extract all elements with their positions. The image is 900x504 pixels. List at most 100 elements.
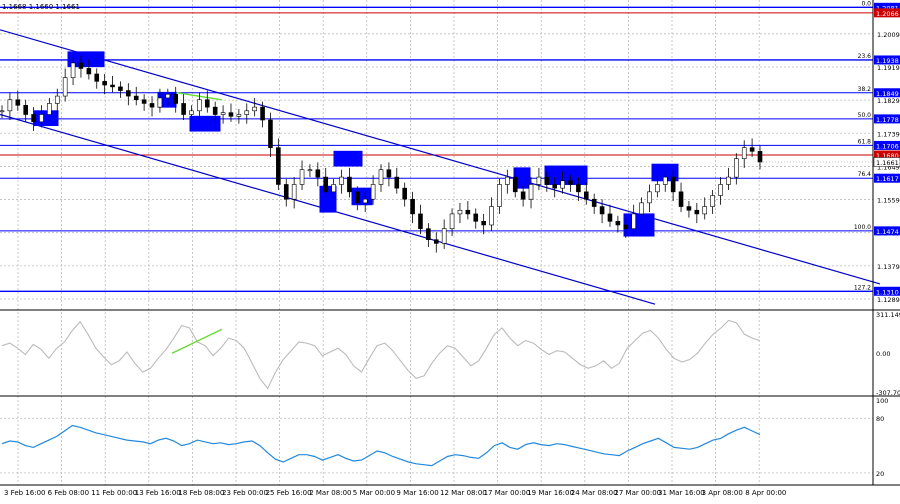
time-tick-label: 27 Mar 00:00 (614, 489, 661, 497)
price-label-text: 1.1310 (876, 288, 899, 296)
price-label-box (874, 150, 900, 160)
time-tick-label: 17 Mar 00:00 (484, 489, 531, 497)
candle-body (149, 103, 155, 108)
price-tick-label: 1.1379 (877, 263, 900, 271)
rsi-series-line (1, 424, 761, 467)
candle-body (749, 147, 755, 152)
rsi-tick-label: 80 (876, 415, 884, 423)
candle-body (457, 209, 463, 215)
price-label-box (874, 140, 900, 150)
fib-level-label: 127.2 (854, 284, 871, 291)
candle-body (355, 191, 360, 204)
channel-upper-line (0, 29, 881, 285)
candle-body (299, 169, 305, 185)
cci-divergence-line (171, 328, 223, 354)
level-layer: 0.0 23.6 38.2 50.0 61.8 76.4 100.0 127.2 (0, 0, 873, 292)
price-label-text: 1.1661 (876, 159, 899, 167)
time-tick-label: 9 Mar 16:00 (396, 489, 438, 497)
time-tick-label: 23 Feb 00:00 (222, 489, 268, 497)
candle-body (757, 151, 763, 163)
candle-body (347, 176, 352, 193)
candle-body (726, 176, 731, 185)
candle-body (189, 110, 194, 115)
candle-body (512, 176, 518, 193)
candle-body (741, 147, 747, 159)
pattern-marker-box (333, 150, 363, 167)
fib-level-label: 61.8 (858, 138, 872, 145)
time-tick-label: 8 Apr 00:00 (745, 489, 786, 497)
candle-body (23, 104, 28, 115)
candle-body (110, 84, 115, 88)
candle-body (70, 62, 76, 78)
price-tick-label: 1.1649 (877, 163, 900, 171)
price-label-box (873, 157, 900, 167)
price-tick-label: 1.1919 (877, 64, 900, 72)
candle-body (694, 209, 700, 215)
pattern-marker-box (189, 115, 221, 132)
price-tick-label: 1.1739 (877, 130, 900, 138)
candle-body (86, 68, 92, 75)
candle-body (607, 213, 613, 222)
price-tick-label: 1.1289 (877, 296, 900, 304)
candle-body (260, 106, 265, 121)
candle-body (418, 213, 423, 229)
time-tick-label: 31 Mar 16:00 (658, 489, 705, 497)
candle-body (402, 187, 407, 200)
rsi-panel: 100 80 20 (0, 397, 888, 478)
candle-body (283, 184, 289, 200)
candle-body (568, 180, 573, 185)
price-label-text: 1.1778 (876, 116, 899, 124)
candle-body (426, 228, 431, 241)
candle-body (126, 90, 131, 97)
candle-body (141, 99, 147, 104)
time-tick-label: 25 Feb 16:00 (266, 489, 312, 497)
candle-body (410, 198, 415, 215)
time-tick-label: 12 Mar 08:00 (440, 489, 487, 497)
price-label-text: 1.1849 (876, 90, 899, 98)
price-tick-label: 1.1829 (877, 97, 900, 105)
candle-body (0, 110, 5, 113)
candle-body (15, 99, 21, 106)
candle-body (394, 176, 400, 189)
candle-body (576, 184, 581, 193)
price-label-text: 1.1938 (876, 57, 899, 65)
pattern-marker-box (623, 213, 655, 237)
candle-body (655, 184, 660, 193)
candle-body (670, 176, 676, 193)
time-tick-label: 19 Mar 16:00 (527, 489, 574, 497)
price-label-box (874, 2, 900, 12)
candle-body (505, 176, 510, 185)
cci-series-line (1, 319, 761, 390)
candle-layer (0, 55, 873, 253)
pattern-marker-box (351, 187, 373, 206)
candle-body (54, 95, 60, 104)
candle-body (181, 103, 186, 115)
price-label-text: 1.1617 (876, 175, 899, 183)
fib-level-label: 76.4 (858, 171, 872, 178)
candle-body (560, 180, 565, 189)
pattern-marker-box (67, 51, 105, 68)
candle-body (228, 112, 234, 117)
candle-body (386, 169, 392, 178)
candle-body (173, 93, 179, 104)
price-label-box (874, 286, 900, 296)
price-tick-label: 1.1559 (877, 197, 900, 205)
candle-body (449, 213, 455, 229)
ohlc-header: 1.1668 1.1660 1.1661 (2, 3, 80, 11)
price-label-text: 1.1474 (876, 228, 899, 236)
candle-body (599, 206, 605, 215)
candle-body (647, 191, 652, 204)
cci-tick-label: -307.704 (876, 389, 900, 397)
cci-tick-label: 0.00 (876, 350, 890, 358)
candle-body (702, 206, 708, 215)
candle-body (94, 73, 100, 82)
candle-body (307, 169, 313, 172)
time-tick-label: 2 Mar 08:00 (309, 489, 351, 497)
candle-body (157, 97, 163, 108)
candle-body (268, 119, 273, 148)
candle-body (276, 147, 281, 185)
time-tick-label: 11 Feb 00:00 (91, 489, 137, 497)
time-tick-label: 3 Apr 08:00 (702, 489, 743, 497)
